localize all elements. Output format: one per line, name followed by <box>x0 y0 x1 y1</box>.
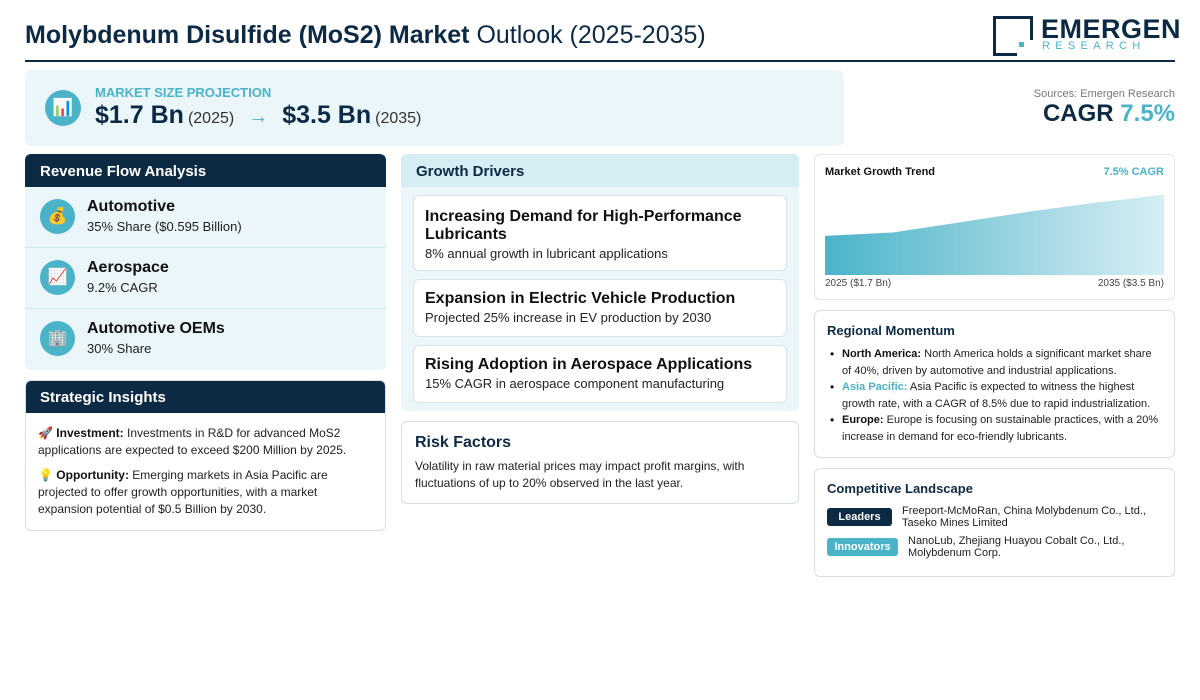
risk-factors-title: Risk Factors <box>415 434 512 451</box>
logo-sub-text: RESEARCH <box>1042 40 1146 52</box>
list-item: Europe: Europe is focusing on sustainabl… <box>827 412 1162 445</box>
projection-label: MARKET SIZE PROJECTION <box>95 85 272 100</box>
revenue-item-name: Automotive <box>87 198 175 215</box>
growth-drivers-card: Growth Drivers Increasing Demand for Hig… <box>401 154 799 411</box>
office-building-icon: 🏢 <box>40 321 75 356</box>
risk-factors-text: Volatility in raw material prices may im… <box>415 459 745 490</box>
innovators-badge: Innovators <box>827 538 898 556</box>
region-name: North America: <box>842 348 922 360</box>
sources-text: Sources: Emergen Research <box>1033 88 1175 100</box>
risk-factors-card: Risk Factors Volatility in raw material … <box>401 421 799 504</box>
revenue-item: 📈 Aerospace 9.2% CAGR <box>25 248 386 309</box>
regional-list: North America: North America holds a sig… <box>827 346 1162 445</box>
revenue-item-name: Aerospace <box>87 259 169 276</box>
innovators-list: NanoLub, Zhejiang Huayou Cobalt Co., Ltd… <box>908 535 1125 559</box>
trend-x-start-label: 2025 ($1.7 Bn) <box>825 278 892 289</box>
strategic-insights-body: 🚀 Investment: Investments in R&D for adv… <box>26 413 385 518</box>
insight-label: Opportunity: <box>56 468 129 482</box>
driver-title: Expansion in Electric Vehicle Production <box>425 290 736 307</box>
trend-cagr: 7.5% CAGR <box>1103 166 1164 178</box>
lightbulb-icon: 💡 <box>38 468 53 482</box>
driver-detail: 8% annual growth in lubricant applicatio… <box>425 246 668 261</box>
cagr-label: CAGR <box>1042 100 1114 127</box>
money-bag-icon: 💰 <box>40 199 75 234</box>
list-item: North America: North America holds a sig… <box>827 346 1162 379</box>
driver-title: Rising Adoption in Aerospace Application… <box>425 356 753 373</box>
revenue-item: 💰 Automotive 35% Share ($0.595 Billion) <box>25 187 386 248</box>
trend-chart-icon: 📈 <box>40 260 75 295</box>
driver-detail: 15% CAGR in aerospace component manufact… <box>425 376 725 391</box>
growth-drivers-title: Growth Drivers <box>401 154 799 187</box>
competitive-landscape-card: Competitive Landscape Leaders Freeport-M… <box>814 468 1175 577</box>
page-title-light: Outlook (2025-2035) <box>476 21 706 49</box>
regional-momentum-card: Regional Momentum North America: North A… <box>814 310 1175 458</box>
projection-end-value: $3.5 Bn <box>282 101 372 129</box>
cagr-summary: CAGR 7.5% <box>1043 100 1175 128</box>
revenue-flow-card: Revenue Flow Analysis 💰 Automotive 35% S… <box>25 154 386 370</box>
logo-mark-icon <box>993 16 1033 56</box>
revenue-item: 🏢 Automotive OEMs 30% Share <box>25 309 386 370</box>
market-size-projection: 📊 MARKET SIZE PROJECTION $1.7 Bn (2025) → $… <box>25 70 844 146</box>
logo-main-text: EMERGEN <box>1041 14 1182 44</box>
revenue-item-detail: 9.2% CAGR <box>87 280 158 295</box>
trend-title: Market Growth Trend <box>825 166 936 178</box>
revenue-item-detail: 30% Share <box>87 341 152 356</box>
strategic-insights-title: Strategic Insights <box>26 381 385 413</box>
page-title-bold: Molybdenum Disulfide (MoS2) Market <box>25 21 470 49</box>
trend-area-series <box>825 194 1164 275</box>
rocket-icon: 🚀 <box>38 426 53 440</box>
arrow-right-icon: → <box>248 106 269 128</box>
page-header: Molybdenum Disulfide (MoS2) Market Outlo… <box>25 12 1181 62</box>
market-growth-trend-card: Market Growth Trend 7.5% CAGR 2025 ($1.7… <box>814 154 1175 300</box>
insight-label: Investment: <box>56 426 124 440</box>
page-title: Molybdenum Disulfide (MoS2) Market Outlo… <box>25 21 706 50</box>
revenue-item-name: Automotive OEMs <box>87 320 225 337</box>
list-item: Asia Pacific: Asia Pacific is expected t… <box>827 379 1162 412</box>
insight-item: 🚀 Investment: Investments in R&D for adv… <box>38 425 373 459</box>
bar-chart-icon: 📊 <box>45 90 81 126</box>
driver-item: Increasing Demand for High-Performance L… <box>413 195 787 271</box>
insight-text: Investments in R&D for advanced MoS2 app… <box>38 426 347 457</box>
competitive-landscape-title: Competitive Landscape <box>827 481 973 496</box>
region-text: Asia Pacific is expected to witness the … <box>842 381 1151 410</box>
insight-item: 💡 Opportunity: Emerging markets in Asia … <box>38 467 373 518</box>
region-name: Europe: <box>842 414 884 426</box>
trend-area-chart <box>825 194 1164 275</box>
projection-start-year: (2025) <box>187 110 235 127</box>
driver-title: Increasing Demand for High-Performance L… <box>425 208 742 243</box>
insight-text: Emerging markets in Asia Pacific are pro… <box>38 468 328 516</box>
emergen-logo: EMERGEN RESEARCH <box>993 14 1181 56</box>
regional-momentum-title: Regional Momentum <box>827 323 955 338</box>
strategic-insights-card: Strategic Insights 🚀 Investment: Investm… <box>25 380 386 531</box>
region-text: North America holds a significant market… <box>842 348 1152 377</box>
leaders-list: Freeport-McMoRan, China Molybdenum Co., … <box>902 505 1146 529</box>
projection-end-year: (2035) <box>375 110 422 127</box>
leaders-badge: Leaders <box>827 508 892 526</box>
cagr-value: 7.5% <box>1120 100 1175 127</box>
region-name: Asia Pacific: <box>842 381 908 393</box>
region-text: Europe is focusing on sustainable practi… <box>842 414 1159 443</box>
driver-item: Rising Adoption in Aerospace Application… <box>413 345 787 403</box>
driver-detail: Projected 25% increase in EV production … <box>425 310 712 325</box>
revenue-flow-title: Revenue Flow Analysis <box>25 154 386 187</box>
projection-start-value: $1.7 Bn <box>95 101 184 129</box>
trend-x-end-label: 2035 ($3.5 Bn) <box>1097 278 1164 289</box>
revenue-item-detail: 35% Share ($0.595 Billion) <box>87 219 242 234</box>
projection-values: $1.7 Bn (2025) → $3.5 Bn (2035) <box>95 101 421 130</box>
driver-item: Expansion in Electric Vehicle Production… <box>413 279 787 337</box>
